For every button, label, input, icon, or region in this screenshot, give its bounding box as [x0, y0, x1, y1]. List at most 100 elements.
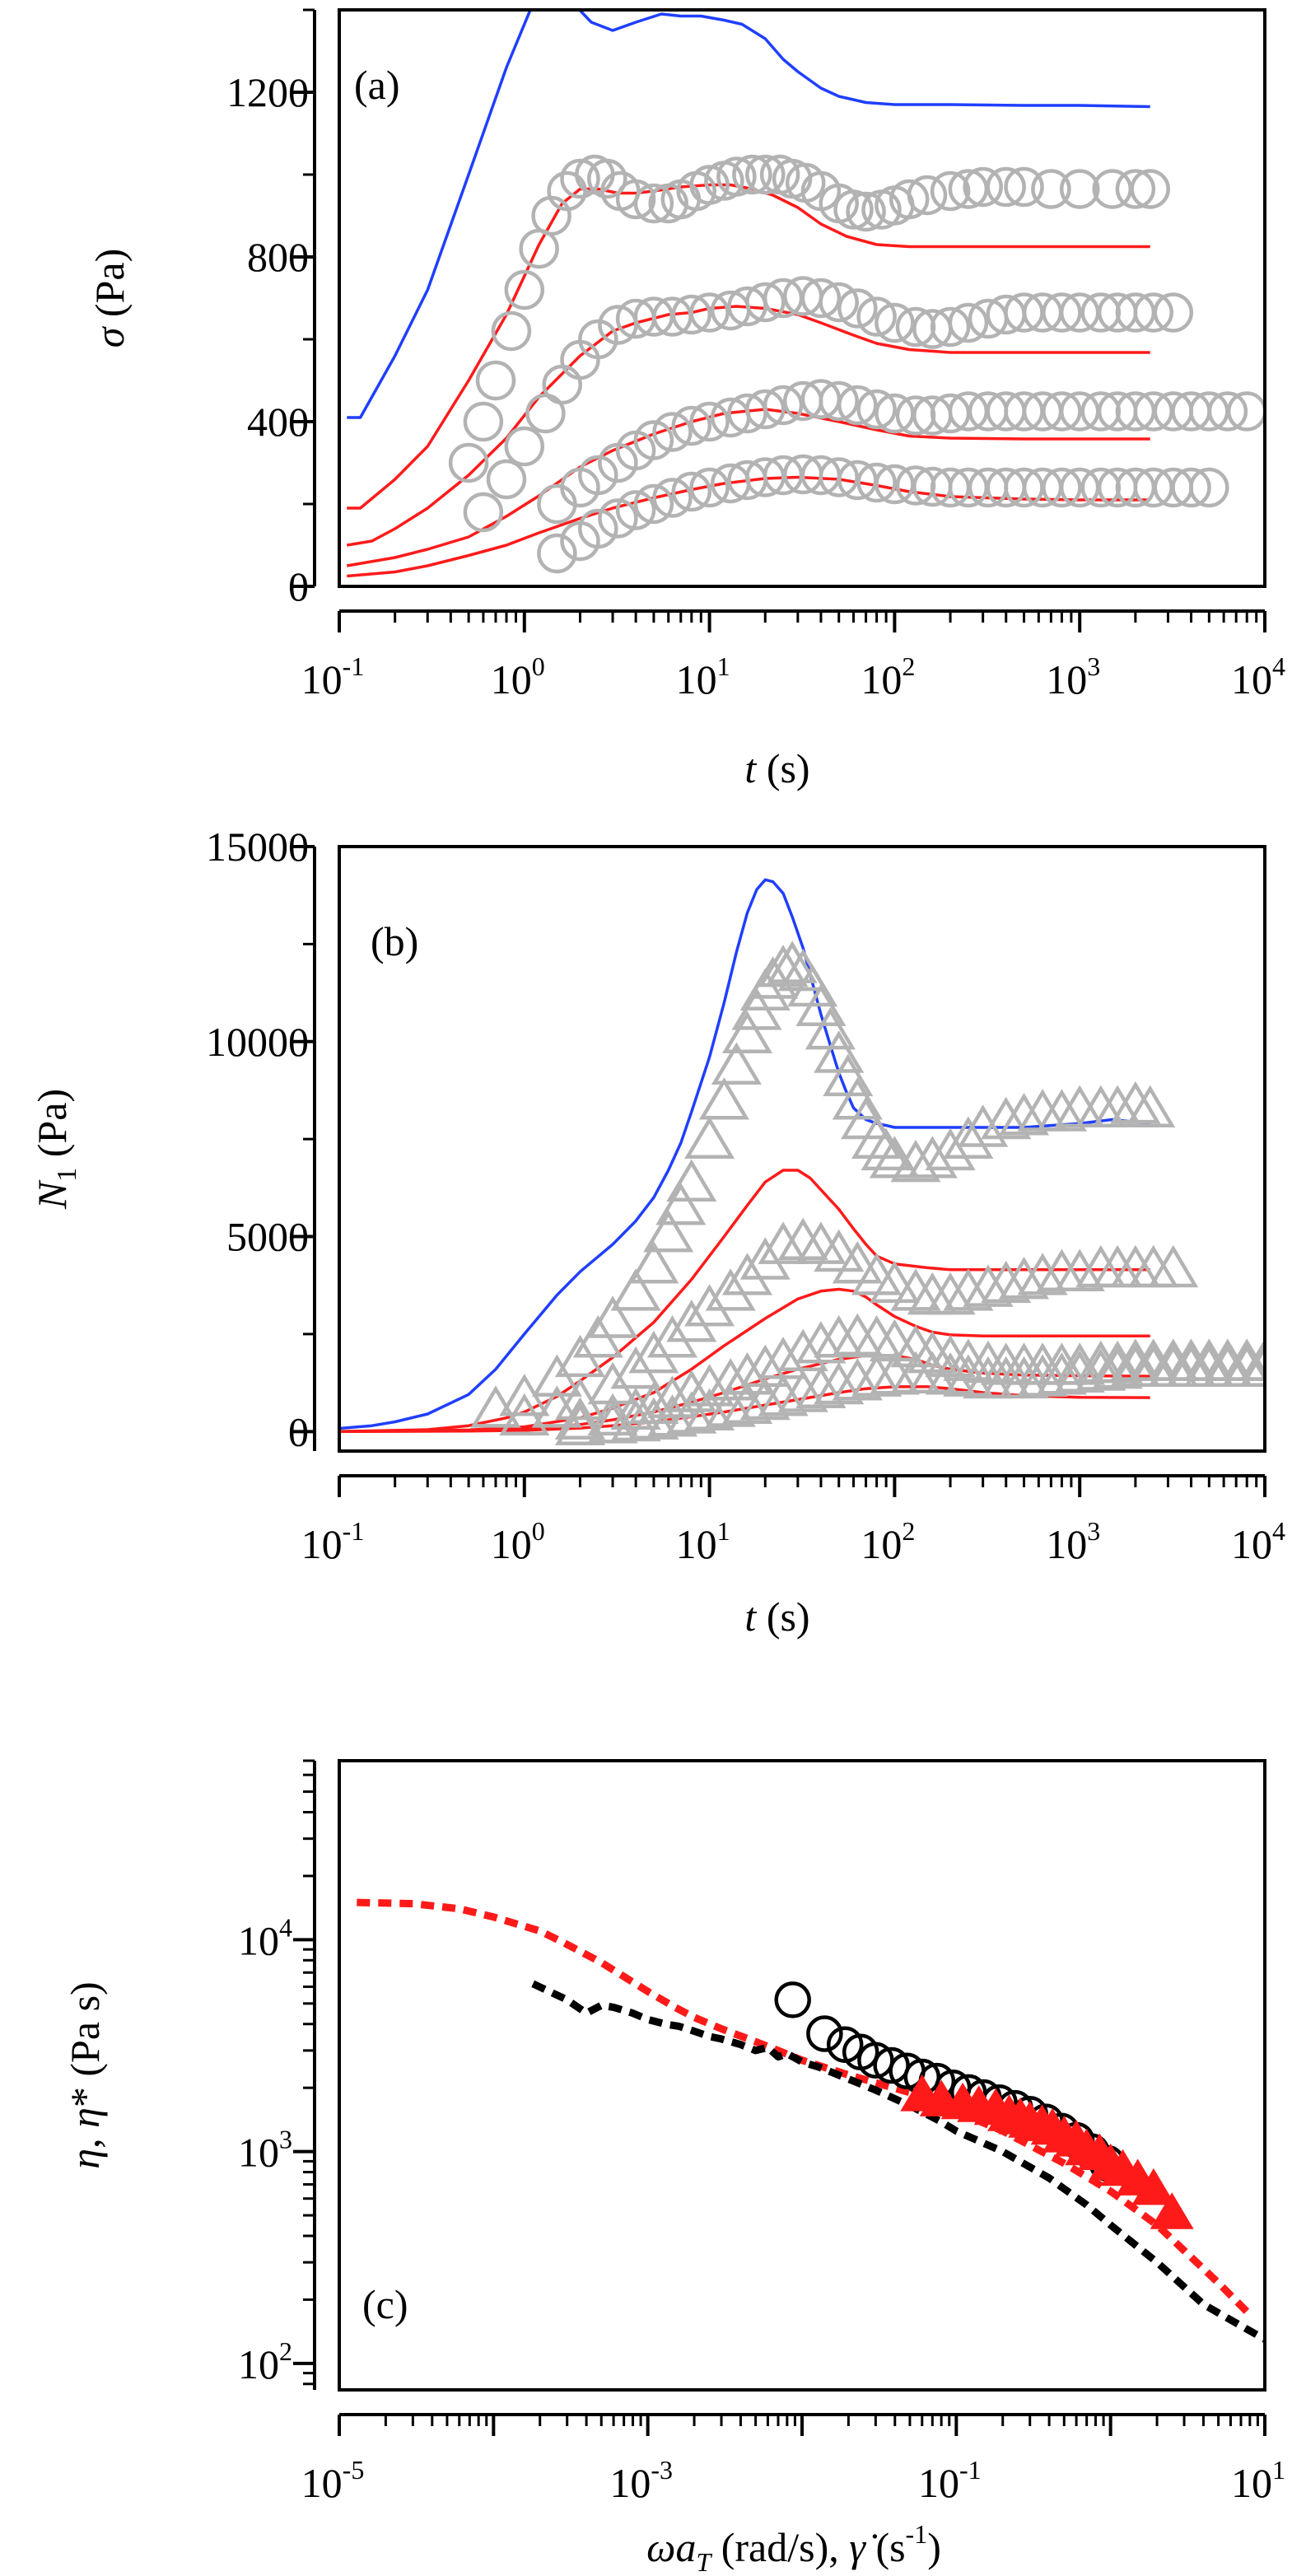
series-gray-circles-4: [537, 454, 1229, 574]
data-point: [763, 385, 804, 426]
data-point: [890, 1268, 941, 1311]
series-gray-circles-2: [463, 276, 1194, 533]
tick-exponent: -1: [343, 651, 365, 681]
tick-exponent: 3: [1087, 1516, 1100, 1546]
axis-label-unit: (s): [756, 1594, 809, 1640]
data-point: [448, 442, 489, 483]
data-point: [732, 154, 772, 195]
data-point: [504, 269, 545, 310]
data-point: [819, 380, 859, 422]
data-point: [800, 278, 842, 319]
data-point: [837, 288, 878, 329]
series-red-line-1: [347, 183, 1150, 510]
data-point: [925, 1272, 976, 1315]
y-tick-label: 10000: [206, 1019, 309, 1065]
data-point: [739, 1344, 791, 1387]
data-point: [758, 1221, 809, 1264]
data-point: [666, 1159, 717, 1202]
data-point: [652, 412, 693, 452]
data-point: [587, 1393, 638, 1436]
panel-label: (a): [354, 62, 400, 108]
data-point: [578, 455, 618, 496]
axis-label-unit: (Pa): [29, 1089, 75, 1168]
tick-base: 10: [491, 1521, 532, 1567]
series-blue-line: [339, 878, 1150, 1430]
data-point: [869, 1318, 920, 1362]
data-point: [1004, 166, 1044, 208]
data-point: [1092, 1346, 1143, 1389]
data-point: [745, 389, 786, 430]
data-point: [943, 1116, 994, 1159]
data-point: [943, 1268, 994, 1311]
x-tick-label: 10-1: [301, 1516, 365, 1567]
data-point: [587, 158, 627, 199]
data-point: [1042, 391, 1082, 432]
data-point: [1036, 1351, 1087, 1395]
data-point: [1150, 2192, 1194, 2229]
x-axis-label: t (s): [744, 745, 809, 791]
x-tick-label: 10-5: [301, 2455, 365, 2506]
data-point: [554, 1397, 606, 1440]
data-point: [684, 1284, 735, 1327]
axis-label-part: η: [62, 2107, 108, 2128]
data-point: [1054, 1248, 1105, 1291]
tick-base: 10: [609, 2460, 651, 2506]
tick-exponent: 1: [717, 1516, 730, 1546]
data-point: [578, 319, 618, 360]
data-point: [610, 1268, 661, 1311]
data-point: [998, 1356, 1050, 1399]
data-point: [856, 296, 897, 337]
data-point: [739, 1237, 791, 1280]
x-tick-label: 103: [1046, 651, 1100, 702]
tick-base: 10: [491, 656, 532, 702]
series-black-dashed: [531, 1980, 1265, 2343]
data-point: [814, 1314, 865, 1358]
data-point: [716, 156, 757, 197]
data-point: [981, 1260, 1032, 1304]
data-point: [745, 154, 786, 195]
series-red-line-2: [339, 1287, 1150, 1434]
axis-label-part: * (Pa s): [62, 1981, 108, 2107]
data-point: [1153, 292, 1194, 333]
series-blue-line: [347, 10, 1150, 419]
y-tick-label: 102: [238, 2336, 292, 2387]
x-tick-label: 101: [676, 1516, 730, 1567]
tick-base: 10: [918, 2460, 959, 2506]
data-point: [615, 179, 656, 220]
data-point: [963, 1264, 1014, 1307]
y-tick-label: 5000: [226, 1214, 309, 1260]
data-point: [689, 292, 730, 333]
data-point: [748, 956, 799, 999]
tick-base: 10: [1231, 1521, 1272, 1567]
data-point: [463, 401, 504, 442]
x-axis-label: ωaT (rad/s), γ̇ (s-1): [646, 2519, 941, 2576]
tick-exponent: 1: [717, 651, 730, 681]
y-tick-label: 0: [288, 1408, 309, 1454]
y-tick-label: 103: [238, 2125, 292, 2176]
tick-base: 10: [238, 1917, 279, 1963]
data-point: [739, 1377, 791, 1421]
data-point: [463, 492, 504, 533]
data-point: [814, 1229, 865, 1272]
axis-label-part: (rad/s),: [711, 2524, 849, 2570]
data-point: [948, 302, 989, 343]
series-gray-circles-1: [448, 154, 1170, 483]
data-point: [721, 1010, 773, 1054]
data-point: [531, 1385, 582, 1428]
data-point: [958, 1104, 1009, 1147]
panel-label: (c): [362, 2281, 408, 2327]
tick-exponent: 3: [1087, 651, 1100, 681]
tick-exponent: 0: [532, 651, 545, 681]
data-point: [925, 1127, 976, 1171]
data-point: [628, 1381, 679, 1424]
data-point: [628, 1240, 679, 1284]
data-point: [777, 1328, 828, 1372]
plot-area: [357, 1898, 1265, 2343]
data-point: [1115, 169, 1156, 209]
plot-area: [339, 878, 1265, 1446]
data-point: [875, 302, 915, 343]
data-point: [698, 1077, 749, 1120]
series-gray-circles-3: [537, 379, 1265, 525]
